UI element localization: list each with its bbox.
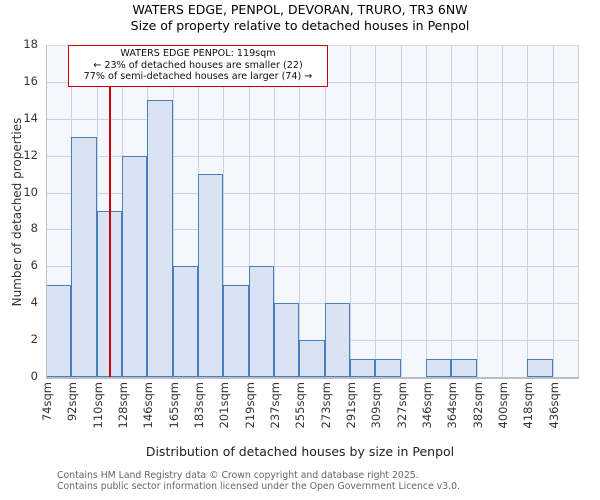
- histogram-bar[interactable]: [71, 137, 97, 377]
- plot-area: [46, 45, 579, 377]
- gridline-vertical: [426, 45, 427, 377]
- gridline-horizontal: [46, 192, 578, 194]
- histogram-bar[interactable]: [350, 358, 376, 377]
- gridline-horizontal: [46, 229, 578, 231]
- y-axis-tick-label: 4: [30, 295, 38, 310]
- gridline-vertical: [249, 45, 250, 377]
- histogram-bar[interactable]: [248, 266, 274, 377]
- gridline-vertical: [502, 45, 503, 377]
- x-axis-tick-label: 273sqm: [318, 382, 333, 429]
- footer-line-2: Contains public sector information licen…: [57, 481, 460, 493]
- x-axis-tick-label: 183sqm: [192, 382, 206, 429]
- x-axis-tick-label: 219sqm: [242, 382, 257, 429]
- y-axis-tick-label: 14: [23, 110, 38, 125]
- gridline-vertical: [401, 45, 402, 377]
- y-axis-tick-label: 12: [23, 147, 38, 162]
- x-axis-tick-label: 201sqm: [217, 382, 232, 429]
- gridline-horizontal: [46, 266, 578, 268]
- annotation-line-3: 77% of semi-detached houses are larger (…: [83, 71, 313, 83]
- gridline-vertical: [477, 45, 478, 377]
- x-axis-tick-label: 146sqm: [141, 382, 156, 429]
- x-axis-line: [46, 377, 579, 379]
- x-axis-tick-label: 291sqm: [344, 382, 358, 429]
- y-axis-tick-label: 8: [30, 221, 38, 236]
- x-axis-title: Distribution of detached houses by size …: [145, 444, 455, 459]
- x-axis-tick-label: 418sqm: [521, 382, 536, 429]
- annotation-line-2: ← 23% of detached houses are smaller (22…: [93, 59, 303, 71]
- gridline-horizontal: [46, 303, 578, 305]
- gridline-vertical: [274, 45, 275, 377]
- gridline-horizontal: [46, 155, 578, 157]
- x-axis-tick-label: 400sqm: [496, 382, 510, 429]
- histogram-bar[interactable]: [46, 284, 72, 377]
- histogram-bar[interactable]: [451, 358, 477, 377]
- annotation-line-1: WATERS EDGE PENPOL: 119sqm: [120, 48, 276, 59]
- y-axis-tick-label: 10: [23, 184, 38, 199]
- histogram-bar[interactable]: [527, 358, 553, 377]
- histogram-bar[interactable]: [299, 340, 325, 377]
- histogram-bar[interactable]: [274, 303, 300, 377]
- page-title: WATERS EDGE, PENPOL, DEVORAN, TRURO, TR3…: [132, 2, 468, 17]
- x-axis-tick-label: 382sqm: [470, 382, 485, 429]
- x-axis-tick-label: 165sqm: [166, 382, 181, 429]
- histogram-bar[interactable]: [172, 266, 198, 377]
- histogram-bar[interactable]: [375, 358, 401, 377]
- gridline-horizontal: [46, 118, 578, 120]
- gridline-vertical: [350, 45, 351, 377]
- property-marker-line: [108, 45, 111, 377]
- x-axis-tick-label: 346sqm: [420, 382, 434, 429]
- histogram-bar[interactable]: [223, 284, 249, 377]
- gridline-vertical: [553, 45, 554, 377]
- histogram-bar[interactable]: [324, 303, 350, 377]
- gridline-vertical: [223, 45, 224, 377]
- x-axis-tick-label: 74sqm: [40, 382, 54, 422]
- footer-line-1: Contains HM Land Registry data © Crown c…: [57, 470, 419, 481]
- y-axis-tick-label: 18: [23, 37, 38, 51]
- histogram-bar[interactable]: [122, 155, 148, 377]
- gridline-vertical: [299, 45, 300, 377]
- gridline-vertical: [325, 45, 326, 377]
- x-axis-tick-label: 255sqm: [293, 382, 308, 429]
- gridline-vertical: [375, 45, 376, 377]
- histogram-bar[interactable]: [426, 358, 452, 377]
- x-axis-tick-label: 110sqm: [90, 382, 105, 429]
- gridline-vertical: [173, 45, 174, 377]
- y-axis-tick-label: 2: [30, 332, 38, 347]
- y-axis-tick-label: 6: [30, 258, 38, 273]
- chart-title-block: WATERS EDGE, PENPOL, DEVORAN, TRURO, TR3…: [0, 2, 600, 34]
- x-axis-tick-label: 436sqm: [546, 382, 561, 429]
- y-axis-tick-labels: 0 2 4 6 8 10 12 14 16 18: [0, 0, 42, 500]
- gridline-vertical: [527, 45, 528, 377]
- x-axis-tick-label: 309sqm: [369, 382, 384, 429]
- gridline-vertical: [451, 45, 452, 377]
- footer-attribution: Contains HM Land Registry data © Crown c…: [57, 470, 587, 492]
- x-axis-tick-label: 128sqm: [116, 382, 130, 429]
- x-axis-tick-label: 327sqm: [394, 382, 409, 429]
- histogram-bar[interactable]: [147, 100, 173, 377]
- x-axis-tick-label: 92sqm: [65, 382, 80, 422]
- y-axis-tick-label: 0: [30, 369, 38, 383]
- x-axis-tick-label: 237sqm: [268, 382, 282, 429]
- gridline-vertical: [578, 45, 579, 377]
- x-axis-tick-label: 364sqm: [445, 382, 460, 429]
- annotation-box: WATERS EDGE PENPOL: 119sqm ← 23% of deta…: [68, 45, 328, 87]
- histogram-bar[interactable]: [198, 174, 224, 377]
- y-axis-tick-label: 16: [23, 73, 38, 88]
- page-subtitle: Size of property relative to detached ho…: [130, 18, 470, 33]
